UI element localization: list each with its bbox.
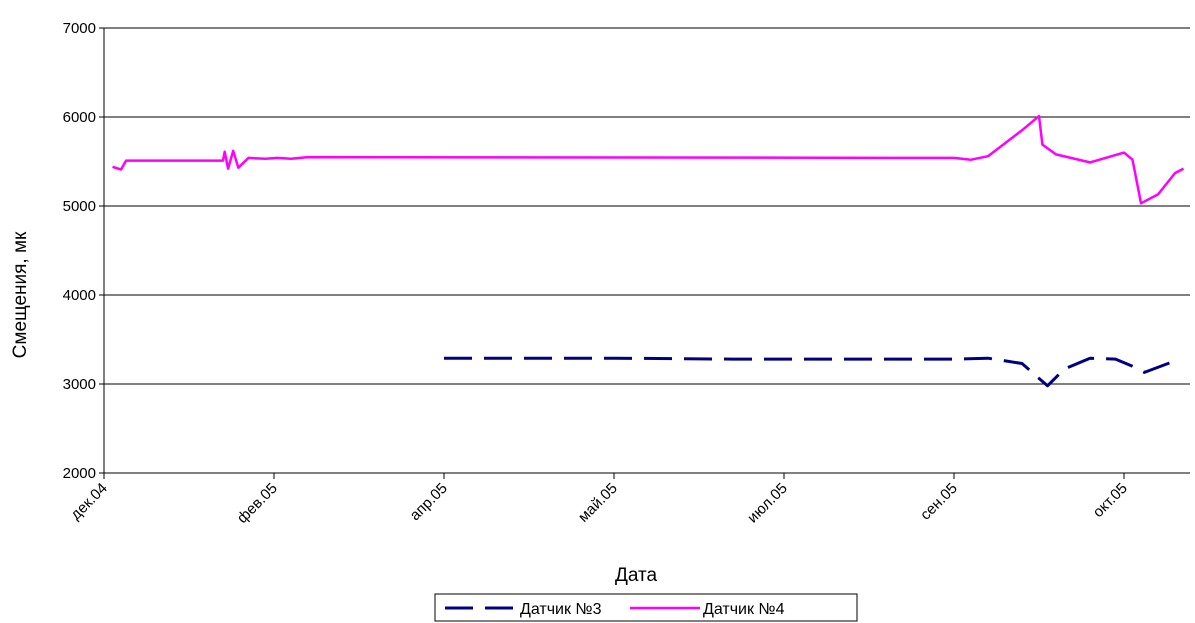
x-tick-label: апр.05 (407, 480, 451, 524)
legend-label-2: Датчик №4 (703, 601, 785, 618)
axes (99, 27, 1190, 479)
gridlines (104, 27, 1190, 474)
y-tick-label: 5000 (63, 198, 96, 215)
series-line-2 (112, 114, 1185, 205)
x-tick-label: май.05 (575, 480, 621, 526)
x-tick-label: дек.04 (67, 480, 110, 523)
x-tick-label: июл.05 (744, 480, 791, 527)
x-axis-title: Дата (615, 565, 658, 586)
legend-label-1: Датчик №3 (520, 601, 602, 618)
x-tick-label: окт.05 (1090, 480, 1131, 521)
y-tick-label: 3000 (63, 376, 96, 393)
y-tick-labels: 2000 3000 4000 5000 6000 7000 (63, 20, 96, 482)
x-tick-labels: дек.04 фев.05 апр.05 май.05 июл.05 сен.05 окт.… (67, 480, 1130, 527)
y-tick-label: 2000 (63, 465, 96, 482)
series-layer (112, 114, 1185, 388)
legend: Датчик №3 Датчик №4 (434, 593, 858, 622)
y-tick-label: 6000 (63, 109, 96, 126)
x-tick-label: фев.05 (234, 480, 281, 527)
y-axis-title: Смещения, мк (10, 231, 31, 358)
y-tick-label: 7000 (63, 20, 96, 37)
series-line-1 (444, 356, 1176, 388)
y-tick-label: 4000 (63, 287, 96, 304)
x-tick-label: сен.05 (917, 480, 961, 524)
